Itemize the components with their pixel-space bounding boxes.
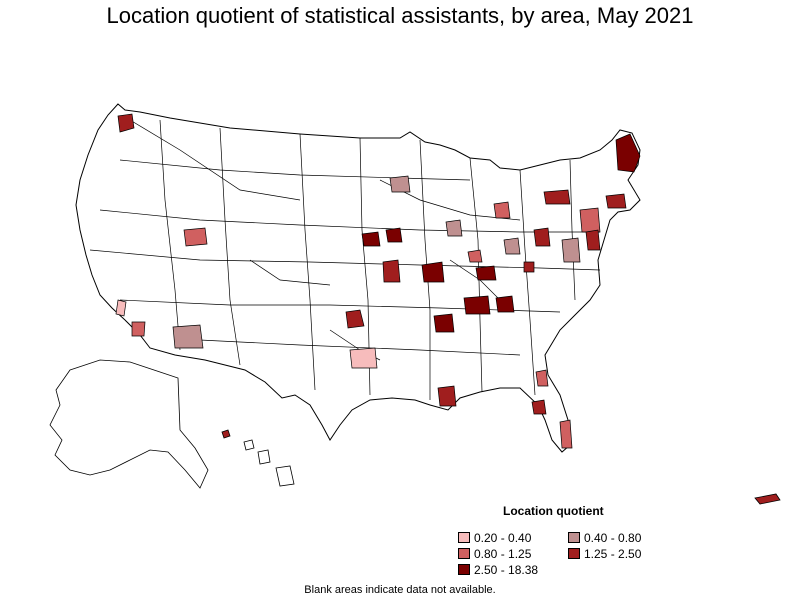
footnote: Blank areas indicate data not available. [304,584,496,596]
legend-swatch [568,532,580,543]
legend-item: 0.20 - 0.40 [458,531,531,545]
area-iowa [445,219,463,237]
area-illinois [467,249,483,263]
legend-item: 0.80 - 1.25 [458,547,531,561]
area-ca-southeast [115,299,127,317]
area-virginia [523,261,535,273]
page-title: Location quotient of statistical assista… [106,3,694,28]
legend-item: 1.25 - 2.50 [568,547,641,561]
legend-item: 2.50 - 18.38 [458,563,538,577]
area-oklahoma [345,309,365,329]
area-tennessee [495,295,515,313]
legend-label: 0.80 - 1.25 [474,547,532,561]
hawaii [221,429,295,487]
area-ny-upstate [543,189,571,205]
area-maryland [561,237,581,263]
area-kentucky [463,295,491,315]
area-massachusetts [605,193,627,209]
legend-label: 0.20 - 0.40 [474,531,532,545]
area-seattle [117,113,135,133]
area-denver [183,227,208,247]
area-missouri [382,259,401,283]
area-st-louis [421,261,445,283]
area-kansas-1 [361,231,381,247]
legend-swatch [568,548,580,559]
alaska [49,359,209,489]
area-pennsylvania [533,227,551,247]
area-new-jersey [585,229,601,251]
legend-swatch [458,532,470,543]
legend-label: 2.50 - 18.38 [474,563,539,577]
area-mid-atlantic [579,207,601,233]
area-minneapolis [389,175,411,193]
legend-item: 0.40 - 0.80 [568,531,641,545]
area-san-diego [131,321,146,337]
area-florida-west [531,399,547,415]
area-kansas-2 [385,227,403,243]
legend-swatch [458,564,470,575]
legend-swatch [458,548,470,559]
legend-title: Location quotient [503,504,604,518]
area-boundaries [89,119,601,400]
area-michigan [493,201,511,219]
legend-label: 0.40 - 0.80 [584,531,642,545]
area-mississippi [433,313,455,333]
area-phoenix [172,324,204,349]
legend-label: 1.25 - 2.50 [584,547,642,561]
shaded-areas [115,113,641,449]
area-florida-north [535,369,549,387]
puerto-rico [754,493,781,505]
area-florida-south [559,419,573,449]
area-dallas [349,347,378,369]
area-indiana [475,265,497,281]
area-maine [615,133,641,173]
area-new-orleans [437,385,457,407]
area-ohio [503,237,521,255]
